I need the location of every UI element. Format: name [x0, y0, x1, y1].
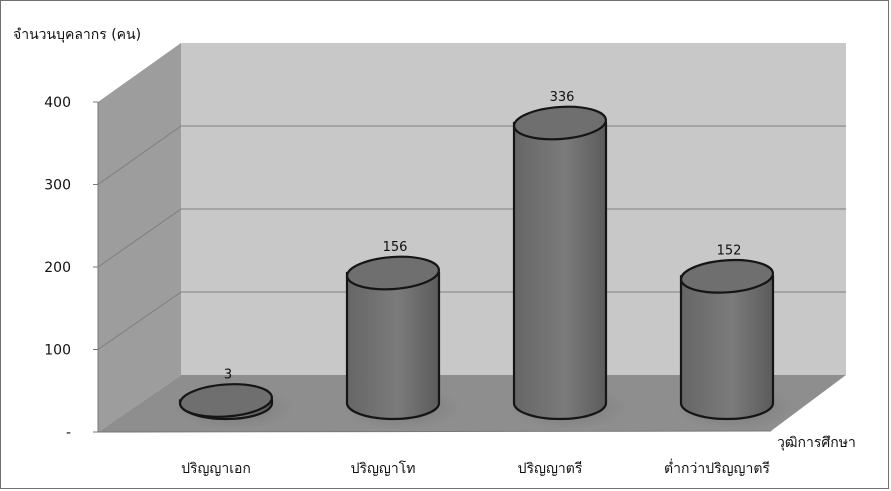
- x-axis-line: [97, 430, 772, 433]
- y-tick-label: -: [66, 425, 71, 441]
- y-axis-ticks: - 100 200 300 400: [44, 95, 98, 441]
- data-label: 3: [224, 368, 232, 383]
- x-axis-labels: ปริญญาเอก ปริญญาโท ปริญญาตรี ต่ำกว่าปริญญาต…: [181, 459, 770, 477]
- y-tick-label: 300: [44, 178, 71, 194]
- bar-top: [345, 255, 441, 291]
- x-axis-label: วุฒิการศึกษา: [777, 435, 856, 451]
- bar-body: [512, 121, 608, 421]
- bar-body: [345, 271, 441, 421]
- y-axis-label: จำนวนบุคลากร (คน): [13, 27, 141, 43]
- bar: 156: [341, 240, 461, 430]
- bar: 336: [508, 90, 628, 430]
- bar: 3: [174, 368, 294, 430]
- x-tick-label: ปริญญาตรี: [518, 461, 583, 477]
- bar-top: [512, 105, 608, 141]
- side-gridline: [97, 208, 182, 268]
- x-tick-label: ปริญญาเอก: [181, 461, 251, 477]
- y-tick-label: 100: [44, 343, 71, 359]
- bar-top: [178, 383, 274, 418]
- x-tick-label: ปริญญาโท: [351, 460, 416, 477]
- side-gridline: [97, 125, 182, 185]
- y-tick-label: 200: [44, 260, 71, 276]
- data-label: 152: [717, 243, 742, 258]
- side-gridlines: [97, 125, 182, 350]
- bar-top: [679, 258, 775, 294]
- x-tick-label: ต่ำกว่าปริญญาตรี: [664, 459, 770, 477]
- data-label: 336: [550, 90, 575, 105]
- side-gridline: [97, 291, 182, 350]
- data-label: 156: [383, 240, 408, 255]
- bar-body: [679, 275, 775, 421]
- y-tick-label: 400: [44, 95, 71, 111]
- bar: 152: [675, 243, 795, 430]
- bars: 3 156 336 152: [174, 90, 795, 430]
